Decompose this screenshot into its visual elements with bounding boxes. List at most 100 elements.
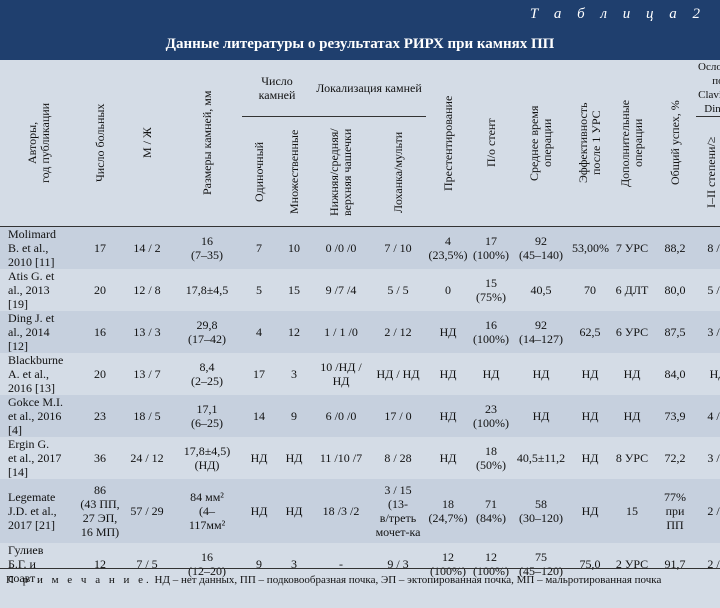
- cell-multiple: 3: [276, 543, 312, 585]
- cell-optime: НД: [512, 353, 570, 395]
- header-success: Общий успех, %: [654, 60, 696, 227]
- cell-patients: 23: [78, 395, 122, 437]
- cell-size: 84 мм² (4– 117мм²: [172, 479, 242, 543]
- header-patients: Число больных: [78, 60, 122, 227]
- header-single: Одиночный: [242, 116, 276, 227]
- cell-compl: 4 / 0: [696, 395, 720, 437]
- cell-prestent: НД: [426, 437, 470, 479]
- table-header-bar: Т а б л и ц а 2 Данные литературы о резу…: [0, 0, 720, 60]
- cell-optime: НД: [512, 395, 570, 437]
- cell-poststent: 71 (84%): [470, 479, 512, 543]
- cell-eff1: 70: [570, 269, 610, 311]
- cell-size: 16 (12–20): [172, 543, 242, 585]
- literature-table: Авторы, год публикации Число больных М /…: [0, 60, 720, 585]
- cell-mf: 13 / 3: [122, 311, 172, 353]
- cell-poststent: 18 (50%): [470, 437, 512, 479]
- cell-prestent: 12 (100%): [426, 543, 470, 585]
- cell-compl: 3 / 2: [696, 437, 720, 479]
- header-location-group: Локализация камней: [312, 60, 426, 117]
- cell-addops: 6 УРС: [610, 311, 654, 353]
- table-number: Т а б л и ц а 2: [529, 6, 706, 22]
- table-row: Гулиев Б.Г. и соавт 12 7 / 5 16 (12–20) 9 3-9…: [0, 543, 720, 585]
- cell-size: 29,8 (17–42): [172, 311, 242, 353]
- header-addops: Дополнительные операции: [610, 60, 654, 227]
- cell-addops: 6 ДЛТ: [610, 269, 654, 311]
- cell-poststent: 12 (100%): [470, 543, 512, 585]
- cell-patients: 16: [78, 311, 122, 353]
- cell-mf: 14 / 2: [122, 226, 172, 269]
- cell-mf: 18 / 5: [122, 395, 172, 437]
- cell-single: 5: [242, 269, 276, 311]
- cell-author: Ding J. et al., 2014 [12]: [0, 311, 78, 353]
- cell-pelvis: 5 / 5: [370, 269, 426, 311]
- cell-mf: 12 / 8: [122, 269, 172, 311]
- cell-single: 7: [242, 226, 276, 269]
- header-complications: I–II степени/≥ III степени: [696, 116, 720, 227]
- cell-success: 87,5: [654, 311, 696, 353]
- cell-calyx: 0 /0 /0: [312, 226, 370, 269]
- header-authors: Авторы, год публикации: [0, 60, 78, 227]
- cell-success: 73,9: [654, 395, 696, 437]
- cell-optime: 40,5: [512, 269, 570, 311]
- cell-poststent: НД: [470, 353, 512, 395]
- header-pelvis: Лоханка/мульти: [370, 116, 426, 227]
- cell-eff1: НД: [570, 437, 610, 479]
- cell-poststent: 17 (100%): [470, 226, 512, 269]
- table-row: Ding J. et al., 2014 [12] 16 13 / 3 29,8 (1…: [0, 311, 720, 353]
- cell-eff1: 53,00%: [570, 226, 610, 269]
- cell-size: 17,8±4,5) (НД): [172, 437, 242, 479]
- cell-compl: 3 / 0: [696, 311, 720, 353]
- cell-compl: НД: [696, 353, 720, 395]
- cell-compl: 2 / 0: [696, 543, 720, 585]
- cell-optime: 92 (14–127): [512, 311, 570, 353]
- cell-pelvis: 2 / 12: [370, 311, 426, 353]
- cell-author: Blackburne A. et al., 2016 [13]: [0, 353, 78, 395]
- cell-mf: 24 / 12: [122, 437, 172, 479]
- header-stone-count-group: Число камней: [242, 60, 312, 117]
- cell-poststent: 16 (100%): [470, 311, 512, 353]
- table-row: Molimard B. et al., 2010 [11] 17 14 / 2 16 …: [0, 226, 720, 269]
- cell-optime: 75 (45–120): [512, 543, 570, 585]
- cell-single: 14: [242, 395, 276, 437]
- cell-calyx: 6 /0 /0: [312, 395, 370, 437]
- table-row: Legemate J.D. et al., 2017 [21] 86 (43 ПП…: [0, 479, 720, 543]
- cell-patients: 20: [78, 353, 122, 395]
- cell-calyx: -: [312, 543, 370, 585]
- header-multiple: Множественные: [276, 116, 312, 227]
- cell-size: 16 (7–35): [172, 226, 242, 269]
- cell-patients: 12: [78, 543, 122, 585]
- cell-eff1: 62,5: [570, 311, 610, 353]
- table-title: Данные литературы о результатах РИРХ при…: [165, 36, 555, 52]
- cell-mf: 7 / 5: [122, 543, 172, 585]
- cell-calyx: 10 /НД / НД: [312, 353, 370, 395]
- cell-addops: НД: [610, 353, 654, 395]
- cell-calyx: 1 / 1 /0: [312, 311, 370, 353]
- cell-compl: 8 / 0: [696, 226, 720, 269]
- header-complications-group: Осложнения по Clavien–Dindo: [696, 60, 720, 117]
- cell-optime: 40,5±11,2: [512, 437, 570, 479]
- cell-single: 9: [242, 543, 276, 585]
- table-row: Atis G. et al., 2013 [19] 20 12 / 8 17,8±4,…: [0, 269, 720, 311]
- table-row: Gokce M.I. et al., 2016 [4] 23 18 / 5 17,1 …: [0, 395, 720, 437]
- header-eff1: Эффективность после 1 УРС: [570, 60, 610, 227]
- cell-success: 77% при ПП: [654, 479, 696, 543]
- cell-multiple: 3: [276, 353, 312, 395]
- cell-patients: 36: [78, 437, 122, 479]
- header-size: Размеры камней, мм: [172, 60, 242, 227]
- cell-author: Gokce M.I. et al., 2016 [4]: [0, 395, 78, 437]
- cell-pelvis: 8 / 28: [370, 437, 426, 479]
- cell-success: 80,0: [654, 269, 696, 311]
- cell-multiple: 10: [276, 226, 312, 269]
- cell-mf: 57 / 29: [122, 479, 172, 543]
- cell-prestent: 4 (23,5%): [426, 226, 470, 269]
- cell-eff1: НД: [570, 353, 610, 395]
- cell-patients: 86 (43 ПП, 27 ЭП, 16 МП): [78, 479, 122, 543]
- header-prestent: Престентирование: [426, 60, 470, 227]
- cell-success: 72,2: [654, 437, 696, 479]
- cell-pelvis: НД / НД: [370, 353, 426, 395]
- cell-success: 84,0: [654, 353, 696, 395]
- table-body: Molimard B. et al., 2010 [11] 17 14 / 2 16 …: [0, 226, 720, 585]
- cell-success: 91,7: [654, 543, 696, 585]
- cell-multiple: НД: [276, 479, 312, 543]
